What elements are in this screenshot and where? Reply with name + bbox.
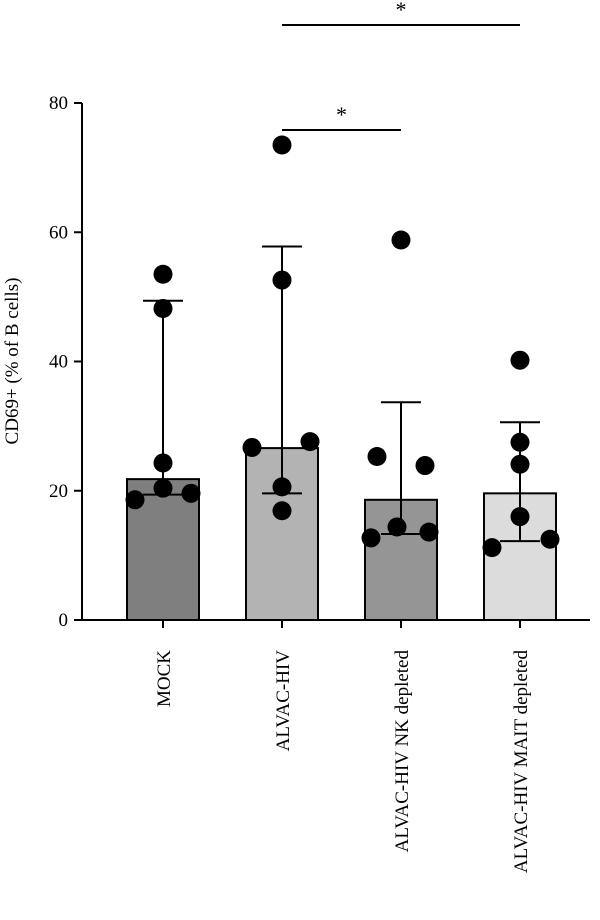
data-point: [153, 478, 173, 498]
data-point: [272, 270, 292, 290]
x-tick-label: ALVAC-HIV MAIT depleted: [511, 650, 532, 874]
data-point: [510, 454, 530, 474]
data-point: [482, 538, 502, 558]
data-point: [300, 432, 320, 452]
data-point: [272, 501, 292, 521]
significance-label: *: [396, 0, 407, 22]
data-point: [272, 477, 292, 497]
y-axis-label: CD69+ (% of B cells): [2, 278, 23, 445]
data-point: [540, 529, 560, 549]
y-tick-label: 0: [59, 610, 69, 631]
significance-label: *: [336, 102, 347, 127]
data-point: [153, 264, 173, 284]
bar-3: [483, 492, 557, 621]
data-point: [419, 522, 439, 542]
significance-layer: **: [282, 0, 520, 131]
data-point: [415, 456, 435, 476]
data-point: [125, 490, 145, 510]
data-point: [181, 483, 201, 503]
data-point: [391, 230, 411, 250]
x-tick-label: ALVAC-HIV: [273, 650, 294, 752]
data-point: [153, 453, 173, 473]
data-point: [242, 437, 262, 457]
y-tick-label: 20: [49, 481, 68, 502]
data-point: [510, 350, 530, 370]
y-tick-label: 60: [49, 222, 68, 243]
data-point: [510, 507, 530, 527]
error-bars-layer: [143, 245, 540, 543]
data-point: [510, 432, 530, 452]
x-tick-label: MOCK: [154, 650, 175, 707]
data-point: [153, 299, 173, 319]
x-tick-label: ALVAC-HIV NK depleted: [392, 650, 413, 853]
points-layer: [125, 135, 560, 558]
bars-layer: [126, 447, 557, 621]
data-point: [387, 517, 407, 537]
axes-layer: 0 20 40 60 80 MOCK ALVAC-HIV ALVAC-HIV NK deple…: [49, 93, 590, 873]
data-point: [361, 528, 381, 548]
data-point: [367, 446, 387, 466]
y-tick-label: 80: [49, 93, 68, 114]
y-tick-label: 40: [49, 352, 68, 373]
data-point: [272, 135, 292, 155]
